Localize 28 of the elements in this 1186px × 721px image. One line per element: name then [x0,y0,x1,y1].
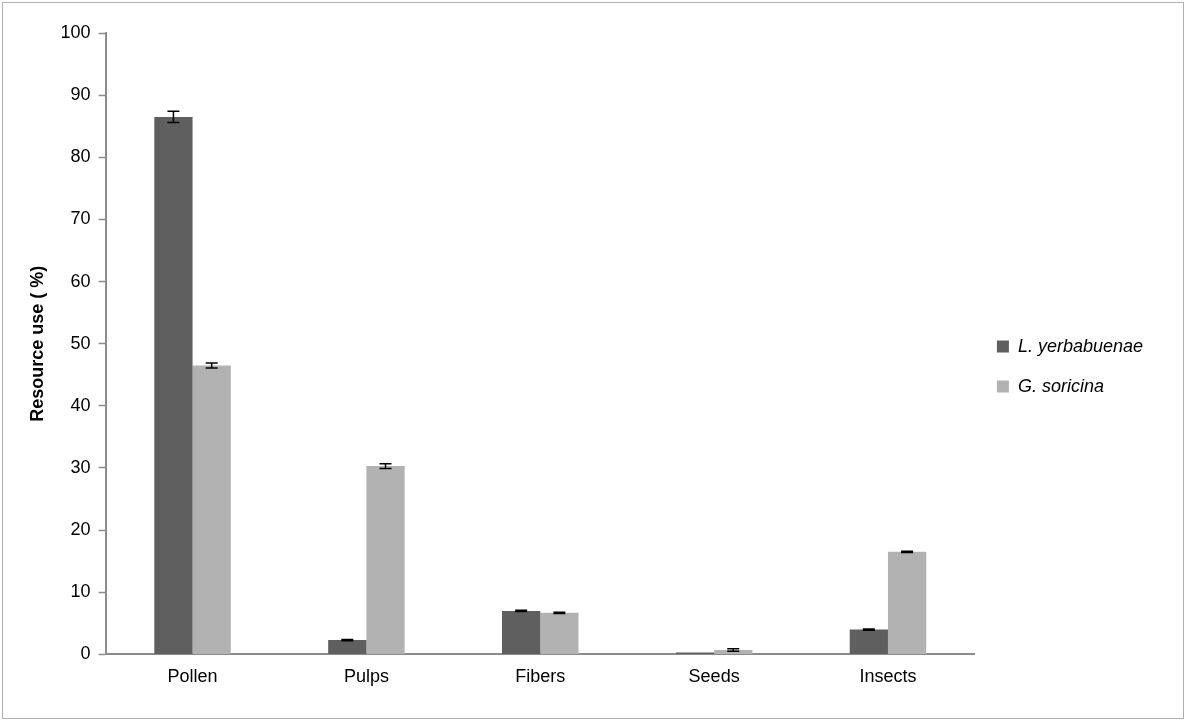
bar [502,610,541,654]
y-tick-label: 90 [70,84,91,105]
y-tick-label: 20 [70,519,91,540]
y-tick-label: 100 [60,21,91,42]
legend-label: L. yerbabuenae [1017,335,1144,356]
y-tick-label: 30 [70,456,91,477]
y-tick-label: 80 [70,146,91,167]
bar [540,612,579,654]
x-tick-label: Pollen [167,666,218,687]
bar [154,116,193,654]
bar [849,629,888,654]
x-tick-label: Pulps [343,666,389,687]
y-tick-label: 0 [80,643,91,664]
x-tick-label: Seeds [688,666,740,687]
bar [328,640,367,654]
bar [366,466,405,654]
bar [714,650,753,654]
y-tick-label: 10 [70,581,91,602]
x-tick-label: Fibers [515,666,566,687]
y-axis-title: Resource use ( %) [26,265,47,422]
x-tick-label: Insects [859,666,917,687]
y-tick-label: 40 [70,394,91,415]
y-tick-label: 60 [70,270,91,291]
y-tick-label: 50 [70,332,91,353]
bar [887,551,927,654]
legend-label: G. soricina [1017,375,1104,396]
bar [192,365,231,654]
y-tick-label: 70 [70,208,91,229]
